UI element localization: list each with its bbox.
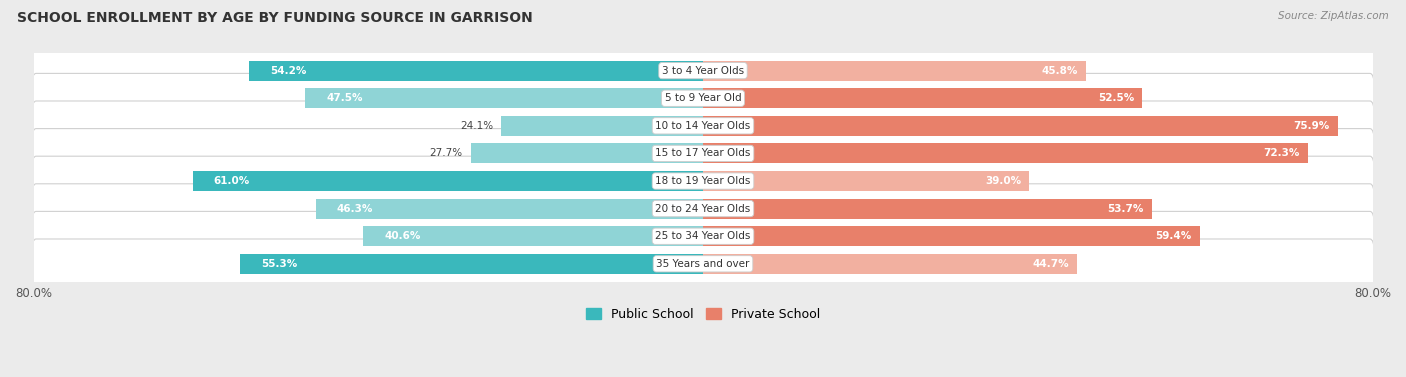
Text: 54.2%: 54.2%	[270, 66, 307, 76]
Bar	[703, 116, 1339, 136]
Bar	[240, 254, 703, 274]
Text: 20 to 24 Year Olds: 20 to 24 Year Olds	[655, 204, 751, 214]
Text: 72.3%: 72.3%	[1264, 149, 1299, 158]
Bar	[363, 226, 703, 246]
Text: 15 to 17 Year Olds: 15 to 17 Year Olds	[655, 149, 751, 158]
Text: 24.1%: 24.1%	[460, 121, 494, 131]
Text: 52.5%: 52.5%	[1098, 93, 1135, 103]
Text: 53.7%: 53.7%	[1108, 204, 1144, 214]
FancyBboxPatch shape	[32, 101, 1374, 151]
Bar	[315, 199, 703, 219]
Bar	[703, 144, 1308, 163]
Bar	[703, 88, 1142, 108]
FancyBboxPatch shape	[32, 156, 1374, 206]
FancyBboxPatch shape	[32, 239, 1374, 289]
Bar	[249, 61, 703, 81]
Bar	[305, 88, 703, 108]
Bar	[502, 116, 703, 136]
Bar	[703, 171, 1029, 191]
Text: 35 Years and over: 35 Years and over	[657, 259, 749, 269]
Text: 10 to 14 Year Olds: 10 to 14 Year Olds	[655, 121, 751, 131]
Text: 47.5%: 47.5%	[326, 93, 363, 103]
Text: 3 to 4 Year Olds: 3 to 4 Year Olds	[662, 66, 744, 76]
Bar	[703, 226, 1201, 246]
Text: Source: ZipAtlas.com: Source: ZipAtlas.com	[1278, 11, 1389, 21]
Bar	[471, 144, 703, 163]
Text: 5 to 9 Year Old: 5 to 9 Year Old	[665, 93, 741, 103]
Text: 39.0%: 39.0%	[984, 176, 1021, 186]
Bar	[703, 199, 1153, 219]
Text: 46.3%: 46.3%	[336, 204, 373, 214]
Text: 61.0%: 61.0%	[214, 176, 250, 186]
Bar	[703, 61, 1087, 81]
Text: 75.9%: 75.9%	[1294, 121, 1330, 131]
Text: 27.7%: 27.7%	[430, 149, 463, 158]
Text: 44.7%: 44.7%	[1032, 259, 1069, 269]
FancyBboxPatch shape	[32, 74, 1374, 123]
FancyBboxPatch shape	[32, 129, 1374, 178]
Legend: Public School, Private School: Public School, Private School	[581, 303, 825, 326]
Bar	[703, 254, 1077, 274]
Text: 18 to 19 Year Olds: 18 to 19 Year Olds	[655, 176, 751, 186]
Bar	[193, 171, 703, 191]
Text: 45.8%: 45.8%	[1042, 66, 1078, 76]
FancyBboxPatch shape	[32, 46, 1374, 95]
FancyBboxPatch shape	[32, 211, 1374, 261]
Text: SCHOOL ENROLLMENT BY AGE BY FUNDING SOURCE IN GARRISON: SCHOOL ENROLLMENT BY AGE BY FUNDING SOUR…	[17, 11, 533, 25]
Text: 59.4%: 59.4%	[1156, 231, 1192, 241]
Text: 40.6%: 40.6%	[384, 231, 420, 241]
FancyBboxPatch shape	[32, 184, 1374, 233]
Text: 55.3%: 55.3%	[262, 259, 298, 269]
Text: 25 to 34 Year Olds: 25 to 34 Year Olds	[655, 231, 751, 241]
